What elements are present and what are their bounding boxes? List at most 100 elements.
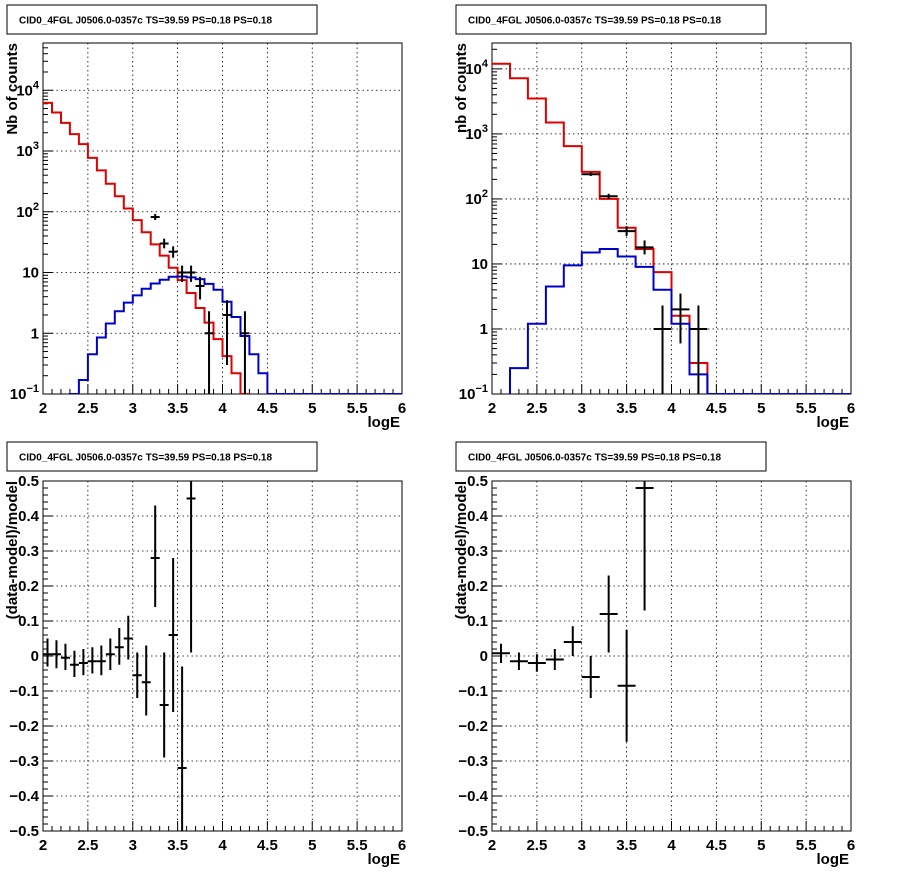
- data-point: [43, 638, 52, 667]
- y-tick-label: 102: [465, 188, 488, 208]
- chart-title: CID0_4FGL J0506.0-0357c TS=39.59 PS=0.18…: [468, 453, 721, 464]
- x-tick-label: 2.5: [77, 837, 98, 854]
- histogram-series-2: [509, 248, 851, 394]
- y-tick-label: 104: [465, 58, 489, 78]
- y-tick-label: 0.4: [18, 508, 40, 525]
- x-tick-label: 3: [578, 400, 586, 417]
- data-point: [177, 265, 187, 282]
- x-tick-label: 5: [308, 400, 316, 417]
- y-tick-label: 0.2: [467, 578, 488, 595]
- chart-title: CID0_4FGL J0506.0-0357c TS=39.59 PS=0.18…: [19, 16, 272, 27]
- x-tick-label: 2.5: [77, 400, 98, 417]
- x-tick-label: 4: [667, 400, 676, 417]
- data-point: [123, 615, 133, 660]
- data-point: [240, 311, 250, 394]
- data-point: [689, 305, 708, 394]
- y-tick-label: −0.4: [458, 788, 488, 805]
- y-tick-label: 0.5: [18, 473, 39, 490]
- data-point: [141, 645, 151, 716]
- x-tick-label: 2: [39, 400, 47, 417]
- x-axis-label: logE: [368, 414, 401, 431]
- data-point: [96, 645, 106, 676]
- data-point: [150, 213, 160, 221]
- x-axis-label: logE: [817, 414, 850, 431]
- y-tick-label: 103: [16, 140, 39, 160]
- data-point: [509, 652, 528, 670]
- data-point: [222, 300, 232, 366]
- y-tick-label: 104: [16, 79, 40, 99]
- data-point: [599, 193, 618, 199]
- x-tick-label: 3.5: [167, 837, 188, 854]
- title-box: [455, 441, 767, 472]
- y-tick-label: −0.3: [458, 753, 488, 770]
- y-tick-label: −0.5: [9, 823, 39, 840]
- plot-area: [492, 62, 851, 394]
- x-tick-label: 2: [39, 837, 47, 854]
- data-point: [635, 240, 654, 255]
- y-axis-label: (data-model)/model: [453, 481, 470, 619]
- data-point: [581, 172, 600, 177]
- data-point: [105, 638, 115, 670]
- title-box: [6, 441, 318, 472]
- histogram-series-1: [492, 62, 709, 394]
- y-tick-label: 10: [22, 265, 39, 282]
- y-tick-label: −0.5: [458, 823, 488, 840]
- data-point: [204, 311, 214, 394]
- x-tick-label: 5.5: [796, 400, 817, 417]
- y-tick-label: 10−1: [10, 383, 39, 403]
- data-point: [195, 276, 205, 300]
- x-tick-label: 4.5: [706, 837, 727, 854]
- data-point: [150, 505, 160, 607]
- data-point: [51, 640, 61, 669]
- data-point: [132, 652, 142, 698]
- data-point: [78, 649, 88, 676]
- data-point: [177, 666, 187, 831]
- y-tick-label: 0.3: [467, 543, 488, 560]
- data-point: [492, 643, 510, 663]
- data-point: [168, 558, 178, 712]
- y-tick-label: 0: [480, 648, 488, 665]
- chart-panel-3: CID0_4FGL J0506.0-0357c TS=39.59 PS=0.18…: [4, 441, 406, 868]
- y-tick-label: 0.1: [18, 613, 39, 630]
- data-point: [168, 246, 178, 258]
- y-axis-label: nb of counts: [453, 43, 470, 133]
- y-tick-label: 0.3: [18, 543, 39, 560]
- y-tick-label: −0.1: [9, 683, 39, 700]
- x-tick-label: 3.5: [616, 400, 637, 417]
- y-axis-label: (data-model)/model: [4, 481, 21, 619]
- y-tick-label: 0.1: [467, 613, 488, 630]
- x-tick-label: 3: [129, 400, 137, 417]
- data-point: [671, 293, 690, 344]
- x-tick-label: 3.5: [167, 400, 188, 417]
- data-point: [186, 481, 196, 653]
- x-tick-label: 4: [218, 400, 227, 417]
- x-tick-label: 5.5: [796, 837, 817, 854]
- x-tick-label: 5: [757, 837, 765, 854]
- x-tick-label: 4.5: [706, 400, 727, 417]
- x-tick-label: 6: [847, 400, 855, 417]
- y-tick-label: −0.3: [9, 753, 39, 770]
- histogram-series-2: [68, 275, 402, 394]
- y-tick-label: −0.2: [9, 718, 39, 735]
- data-point: [60, 643, 70, 670]
- plot-area: [43, 481, 196, 831]
- x-tick-label: 5.5: [347, 400, 368, 417]
- data-point: [69, 650, 79, 677]
- x-tick-label: 3: [129, 837, 137, 854]
- data-point: [186, 265, 196, 282]
- data-point: [87, 647, 97, 674]
- data-point: [635, 481, 654, 611]
- chart-panel-1: CID0_4FGL J0506.0-0357c TS=39.59 PS=0.18…: [4, 4, 406, 431]
- data-point: [617, 226, 636, 236]
- x-tick-label: 3: [578, 837, 586, 854]
- data-point: [599, 575, 618, 653]
- chart-panel-4: CID0_4FGL J0506.0-0357c TS=39.59 PS=0.18…: [453, 441, 855, 868]
- x-tick-label: 4.5: [257, 837, 278, 854]
- x-tick-label: 6: [398, 400, 406, 417]
- x-tick-label: 2.5: [526, 837, 547, 854]
- y-tick-label: −0.1: [458, 683, 488, 700]
- x-tick-label: 2: [488, 837, 496, 854]
- y-tick-label: 102: [16, 201, 39, 221]
- data-point: [617, 629, 636, 742]
